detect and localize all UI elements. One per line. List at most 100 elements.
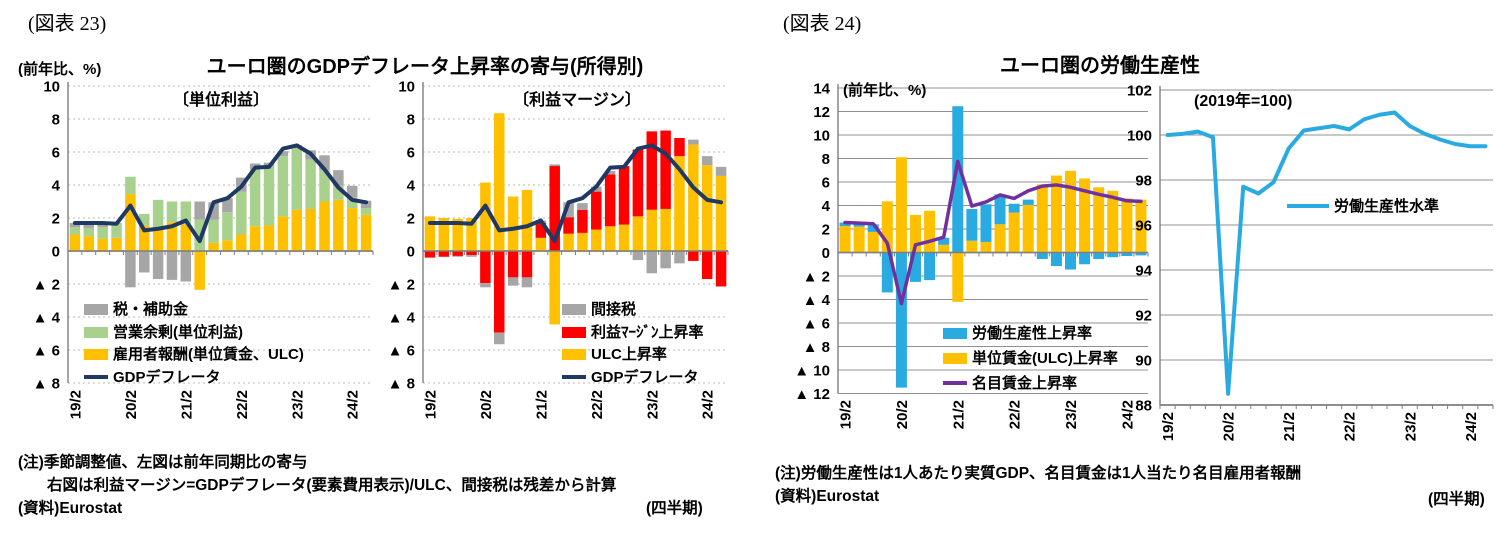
svg-text:22/2: 22/2 [589,390,606,419]
svg-text:21/2: 21/2 [1281,412,1298,441]
tax-subsidy-swatch [84,304,108,315]
legend-unit-profit: 税・補助金 営業余剰(単位利益) 雇用者報酬(単位賃金、ULC) GDPデフレー… [84,299,304,389]
figure24-index-note: (2019年=100) [1194,93,1293,110]
svg-text:2: 2 [52,211,60,228]
legend-item-gdp-deflator2: GDPデフレータ [562,367,704,390]
svg-text:6: 6 [52,145,60,162]
svg-text:10: 10 [43,79,60,96]
legend-item-tax-subsidy: 税・補助金 [84,299,304,322]
legend-item-operating-surplus: 営業余剰(単位利益) [84,322,304,345]
svg-text:▲ 4: ▲ 4 [803,292,831,309]
legend-item-indirect-tax: 間接税 [562,299,704,322]
svg-text:100: 100 [1127,128,1152,145]
svg-text:102: 102 [1127,83,1152,100]
profit-margin-swatch [562,326,586,338]
svg-text:▲ 6: ▲ 6 [33,343,60,360]
ulc-swatch [562,349,586,360]
svg-text:23/2: 23/2 [1402,412,1419,441]
figure23-notes: (注)季節調整値、左図は前年同期比の寄与 右図は利益マージン=GDPデフレータ(… [18,451,616,520]
svg-text:6: 6 [822,175,830,192]
figure24-title: ユーロ圏の労働生産性 [1000,55,1200,77]
svg-text:▲ 8: ▲ 8 [33,376,60,393]
svg-text:23/2: 23/2 [644,390,661,419]
figure23-caption: (図表 23) [28,13,107,35]
svg-text:▲ 8: ▲ 8 [388,376,415,393]
svg-text:24/2: 24/2 [345,390,362,419]
svg-text:19/2: 19/2 [1160,412,1177,441]
svg-text:96: 96 [1135,218,1152,235]
figure23-note-1: (注)季節調整値、左図は前年同期比の寄与 [18,454,308,471]
gdp-deflator-line-swatch2 [562,374,586,379]
nominal-wage-line-swatch [943,381,967,385]
svg-text:10: 10 [813,128,830,145]
chart-profit-margin: 10 8 6 4 2 0 ▲ 2 ▲ 4 ▲ 6 ▲ 8 19/2 20/2 21/2 22/2 23/2 2… [388,79,729,419]
svg-text:92: 92 [1135,308,1152,325]
svg-text:22/2: 22/2 [234,390,251,419]
svg-text:▲ 2: ▲ 2 [33,277,60,294]
figure23-source: (資料)Eurostat [18,500,123,517]
legend-productivity-growth: 労働生産性上昇率 単位賃金(ULC)上昇率 名目賃金上昇率 [943,321,1118,396]
svg-text:19/2: 19/2 [838,400,855,429]
legend-item-unit-wage: 単位賃金(ULC)上昇率 [943,346,1118,371]
svg-text:20/2: 20/2 [1221,412,1238,441]
svg-text:20/2: 20/2 [478,390,495,419]
svg-text:8: 8 [407,112,415,129]
svg-text:▲ 6: ▲ 6 [388,343,415,360]
svg-text:23/2: 23/2 [289,390,306,419]
svg-text:20/2: 20/2 [894,400,911,429]
svg-text:21/2: 21/2 [950,400,967,429]
figure23-note-2: 右図は利益マージン=GDPデフレータ(要素費用表示)/ULC、間接税は残差から計… [47,477,617,494]
svg-text:12: 12 [813,104,830,121]
svg-text:2: 2 [822,222,830,239]
svg-text:▲ 6: ▲ 6 [803,316,830,333]
svg-text:23/2: 23/2 [1063,400,1080,429]
chart-unit-profit: 10 8 6 4 2 0 ▲ 2 ▲ 4 ▲ 6 ▲ 8 19/2 20/2 21/2 22/2 23/2 2… [33,79,374,419]
figure24-period-note: (四半期) [1428,491,1485,508]
svg-text:▲ 8: ▲ 8 [803,339,830,356]
figure24-caption: (図表 24) [783,13,862,35]
svg-text:8: 8 [822,151,830,168]
svg-text:4: 4 [407,178,416,195]
legend-item-ulc: ULC上昇率 [562,344,704,367]
svg-text:22/2: 22/2 [1342,412,1359,441]
chart-productivity-growth: 14 12 10 8 6 4 2 0 ▲ 2 ▲ 4 ▲ 6 ▲ 8 ▲ 10 ▲ 12 19/2 20/2 2… [794,81,1149,429]
figure23-title: ユーロ圏のGDPデフレータ上昇率の寄与(所得別) [206,56,644,78]
svg-text:8: 8 [52,112,60,129]
svg-text:▲ 4: ▲ 4 [388,310,416,327]
svg-text:24/2: 24/2 [1119,400,1136,429]
productivity-growth-swatch [943,328,967,339]
employee-comp-swatch [84,349,108,360]
svg-text:98: 98 [1135,173,1152,190]
svg-text:14: 14 [813,81,830,98]
svg-text:10: 10 [398,79,415,96]
svg-text:21/2: 21/2 [533,390,550,419]
productivity-level-line-swatch [1287,204,1329,208]
svg-text:20/2: 20/2 [123,390,140,419]
legend-item-nominal-wage: 名目賃金上昇率 [943,371,1118,396]
legend-profit-margin: 間接税 利益ﾏｰｼﾞﾝ上昇率 ULC上昇率 GDPデフレータ [562,299,704,389]
svg-text:22/2: 22/2 [1007,400,1024,429]
chart-profit-margin-subtitle: 〔利益マージン〕 [513,92,641,109]
figure24-y-axis-note: (前年比、%) [843,82,927,99]
svg-text:90: 90 [1135,353,1152,370]
legend-item-productivity-growth: 労働生産性上昇率 [943,321,1118,346]
figure24-note-1: (注)労働生産性は1人あたり実質GDP、名目賃金は1人当たり名目雇用者報酬 [775,465,1302,482]
svg-text:21/2: 21/2 [178,390,195,419]
svg-text:19/2: 19/2 [67,390,84,419]
svg-text:24/2: 24/2 [700,390,717,419]
legend-item-employee-comp: 雇用者報酬(単位賃金、ULC) [84,344,304,367]
figure24-source: (資料)Eurostat [775,488,880,505]
unit-wage-swatch [943,353,967,364]
svg-text:▲ 12: ▲ 12 [794,386,830,403]
svg-text:▲ 2: ▲ 2 [388,277,415,294]
indirect-tax-swatch [562,304,586,315]
legend-item-productivity-level: 労働生産性水準 [1287,196,1439,219]
svg-text:6: 6 [407,145,415,162]
svg-text:94: 94 [1135,263,1152,280]
svg-text:0: 0 [52,244,60,261]
operating-surplus-swatch [84,326,108,338]
svg-text:19/2: 19/2 [422,390,439,419]
figure24-notes: (注)労働生産性は1人あたり実質GDP、名目賃金は1人当たり名目雇用者報酬 (資… [775,462,1301,508]
chart-unit-profit-subtitle: 〔単位利益〕 [172,92,269,109]
